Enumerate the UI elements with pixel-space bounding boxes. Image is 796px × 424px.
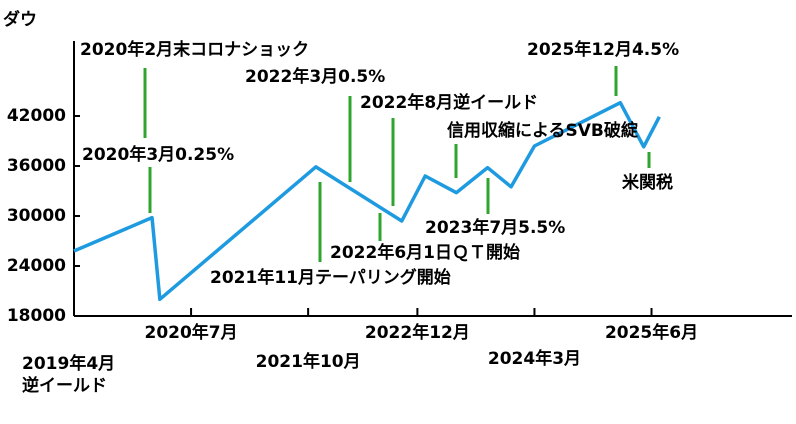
y-tick-label: 30000 — [7, 206, 66, 226]
annotation: 信用収縮によるSVB破綻 — [447, 120, 639, 141]
y-tick-label: 42000 — [7, 106, 66, 126]
annotation: 2022年8月逆イールド — [360, 92, 538, 113]
annotation: 2023年7月5.5% — [425, 217, 565, 238]
y-tick-label: 24000 — [7, 256, 66, 276]
annotation: 米関税 — [622, 172, 673, 193]
annotation: 2025年12月4.5% — [527, 39, 679, 60]
data-line — [73, 100, 661, 302]
annotation: 2020年3月0.25% — [82, 144, 234, 165]
x-tick-label: 2021年10月 — [256, 351, 361, 372]
annotation: 2022年3月0.5% — [245, 66, 385, 87]
y-tick-label: 36000 — [7, 156, 66, 176]
annotation: 逆イールド — [22, 375, 107, 396]
x-tick-label: 2022年12月 — [365, 322, 470, 343]
x-tick-label: 2025年6月 — [605, 322, 698, 343]
annotation: 2022年6月1日ＱＴ開始 — [330, 242, 520, 263]
chart-title: ダウ — [3, 9, 37, 30]
annotation: 2020年2月末コロナショック — [80, 39, 309, 60]
x-tick-label: 2024年3月 — [488, 348, 581, 369]
x-tick-label: 2020年7月 — [144, 322, 237, 343]
y-tick-label: 18000 — [7, 306, 66, 326]
annotation: 2021年11月テーパリング開始 — [210, 267, 451, 288]
x-tick-label: 2019年4月 — [22, 353, 115, 374]
